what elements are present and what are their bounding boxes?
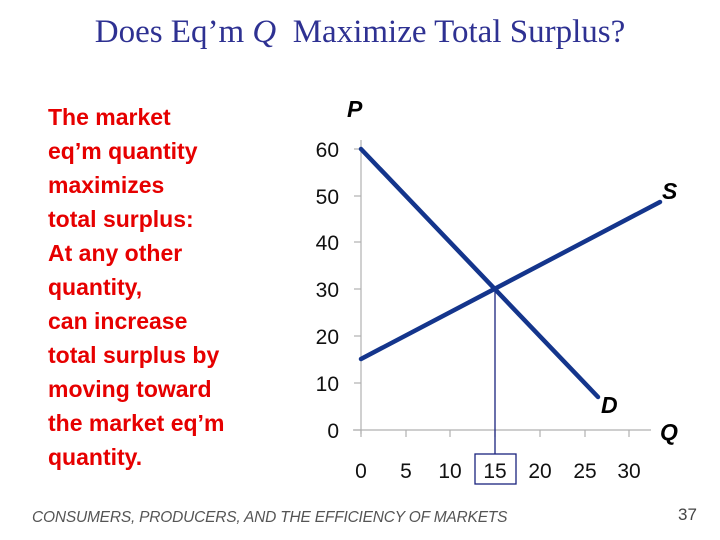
bullet-line: can increase xyxy=(48,308,188,334)
svg-text:25: 25 xyxy=(573,460,596,483)
x-tick-labels: 0 5 10 15 20 25 30 xyxy=(355,460,641,483)
title-prefix: Does Eq’m xyxy=(94,14,253,50)
title-suffix: Maximize Total Surplus? xyxy=(276,14,626,50)
x-axis xyxy=(353,429,651,437)
equilibrium-q-box xyxy=(474,453,517,485)
svg-text:60: 60 xyxy=(316,139,339,162)
y-axis xyxy=(354,140,362,434)
svg-text:20: 20 xyxy=(528,460,551,483)
page-number: 37 xyxy=(678,505,697,524)
bullet-line: total surplus: xyxy=(48,206,194,232)
svg-text:30: 30 xyxy=(617,460,640,483)
d-label: D xyxy=(601,392,618,418)
svg-text:10: 10 xyxy=(438,460,461,483)
bullet-line: The market xyxy=(48,104,171,130)
y-tick-labels: 60 50 40 30 20 10 0 xyxy=(316,139,339,443)
title-q: Q xyxy=(252,14,277,50)
svg-text:30: 30 xyxy=(316,279,339,302)
svg-text:40: 40 xyxy=(316,232,339,255)
slide-title: Does Eq’m Q Maximize Total Surplus? xyxy=(0,14,720,51)
svg-text:0: 0 xyxy=(355,460,367,483)
bullet-line: quantity, xyxy=(48,274,143,300)
svg-text:50: 50 xyxy=(316,186,339,209)
s-label: S xyxy=(662,178,678,204)
supply-curve xyxy=(358,199,663,362)
q-axis-label: Q xyxy=(660,419,678,445)
svg-text:20: 20 xyxy=(316,326,339,349)
demand-curve xyxy=(358,146,601,400)
bullet-text: The market eq’m quantity maximizes total… xyxy=(48,100,288,474)
bullet-line: total surplus by xyxy=(48,342,220,368)
p-axis-label: P xyxy=(347,96,363,122)
slide-footer: CONSUMERS, PRODUCERS, AND THE EFFICIENCY… xyxy=(32,509,508,526)
bullet-line: moving toward xyxy=(48,376,212,402)
svg-text:15: 15 xyxy=(483,460,506,483)
svg-text:0: 0 xyxy=(327,420,339,443)
bullet-line: maximizes xyxy=(48,172,165,198)
svg-text:5: 5 xyxy=(400,460,412,483)
bullet-line: the market eq’m xyxy=(48,410,225,436)
bullet-line: quantity. xyxy=(48,444,143,470)
bullet-line: eq’m quantity xyxy=(48,138,198,164)
bullet-line: At any other xyxy=(48,240,183,266)
svg-text:10: 10 xyxy=(316,373,339,396)
